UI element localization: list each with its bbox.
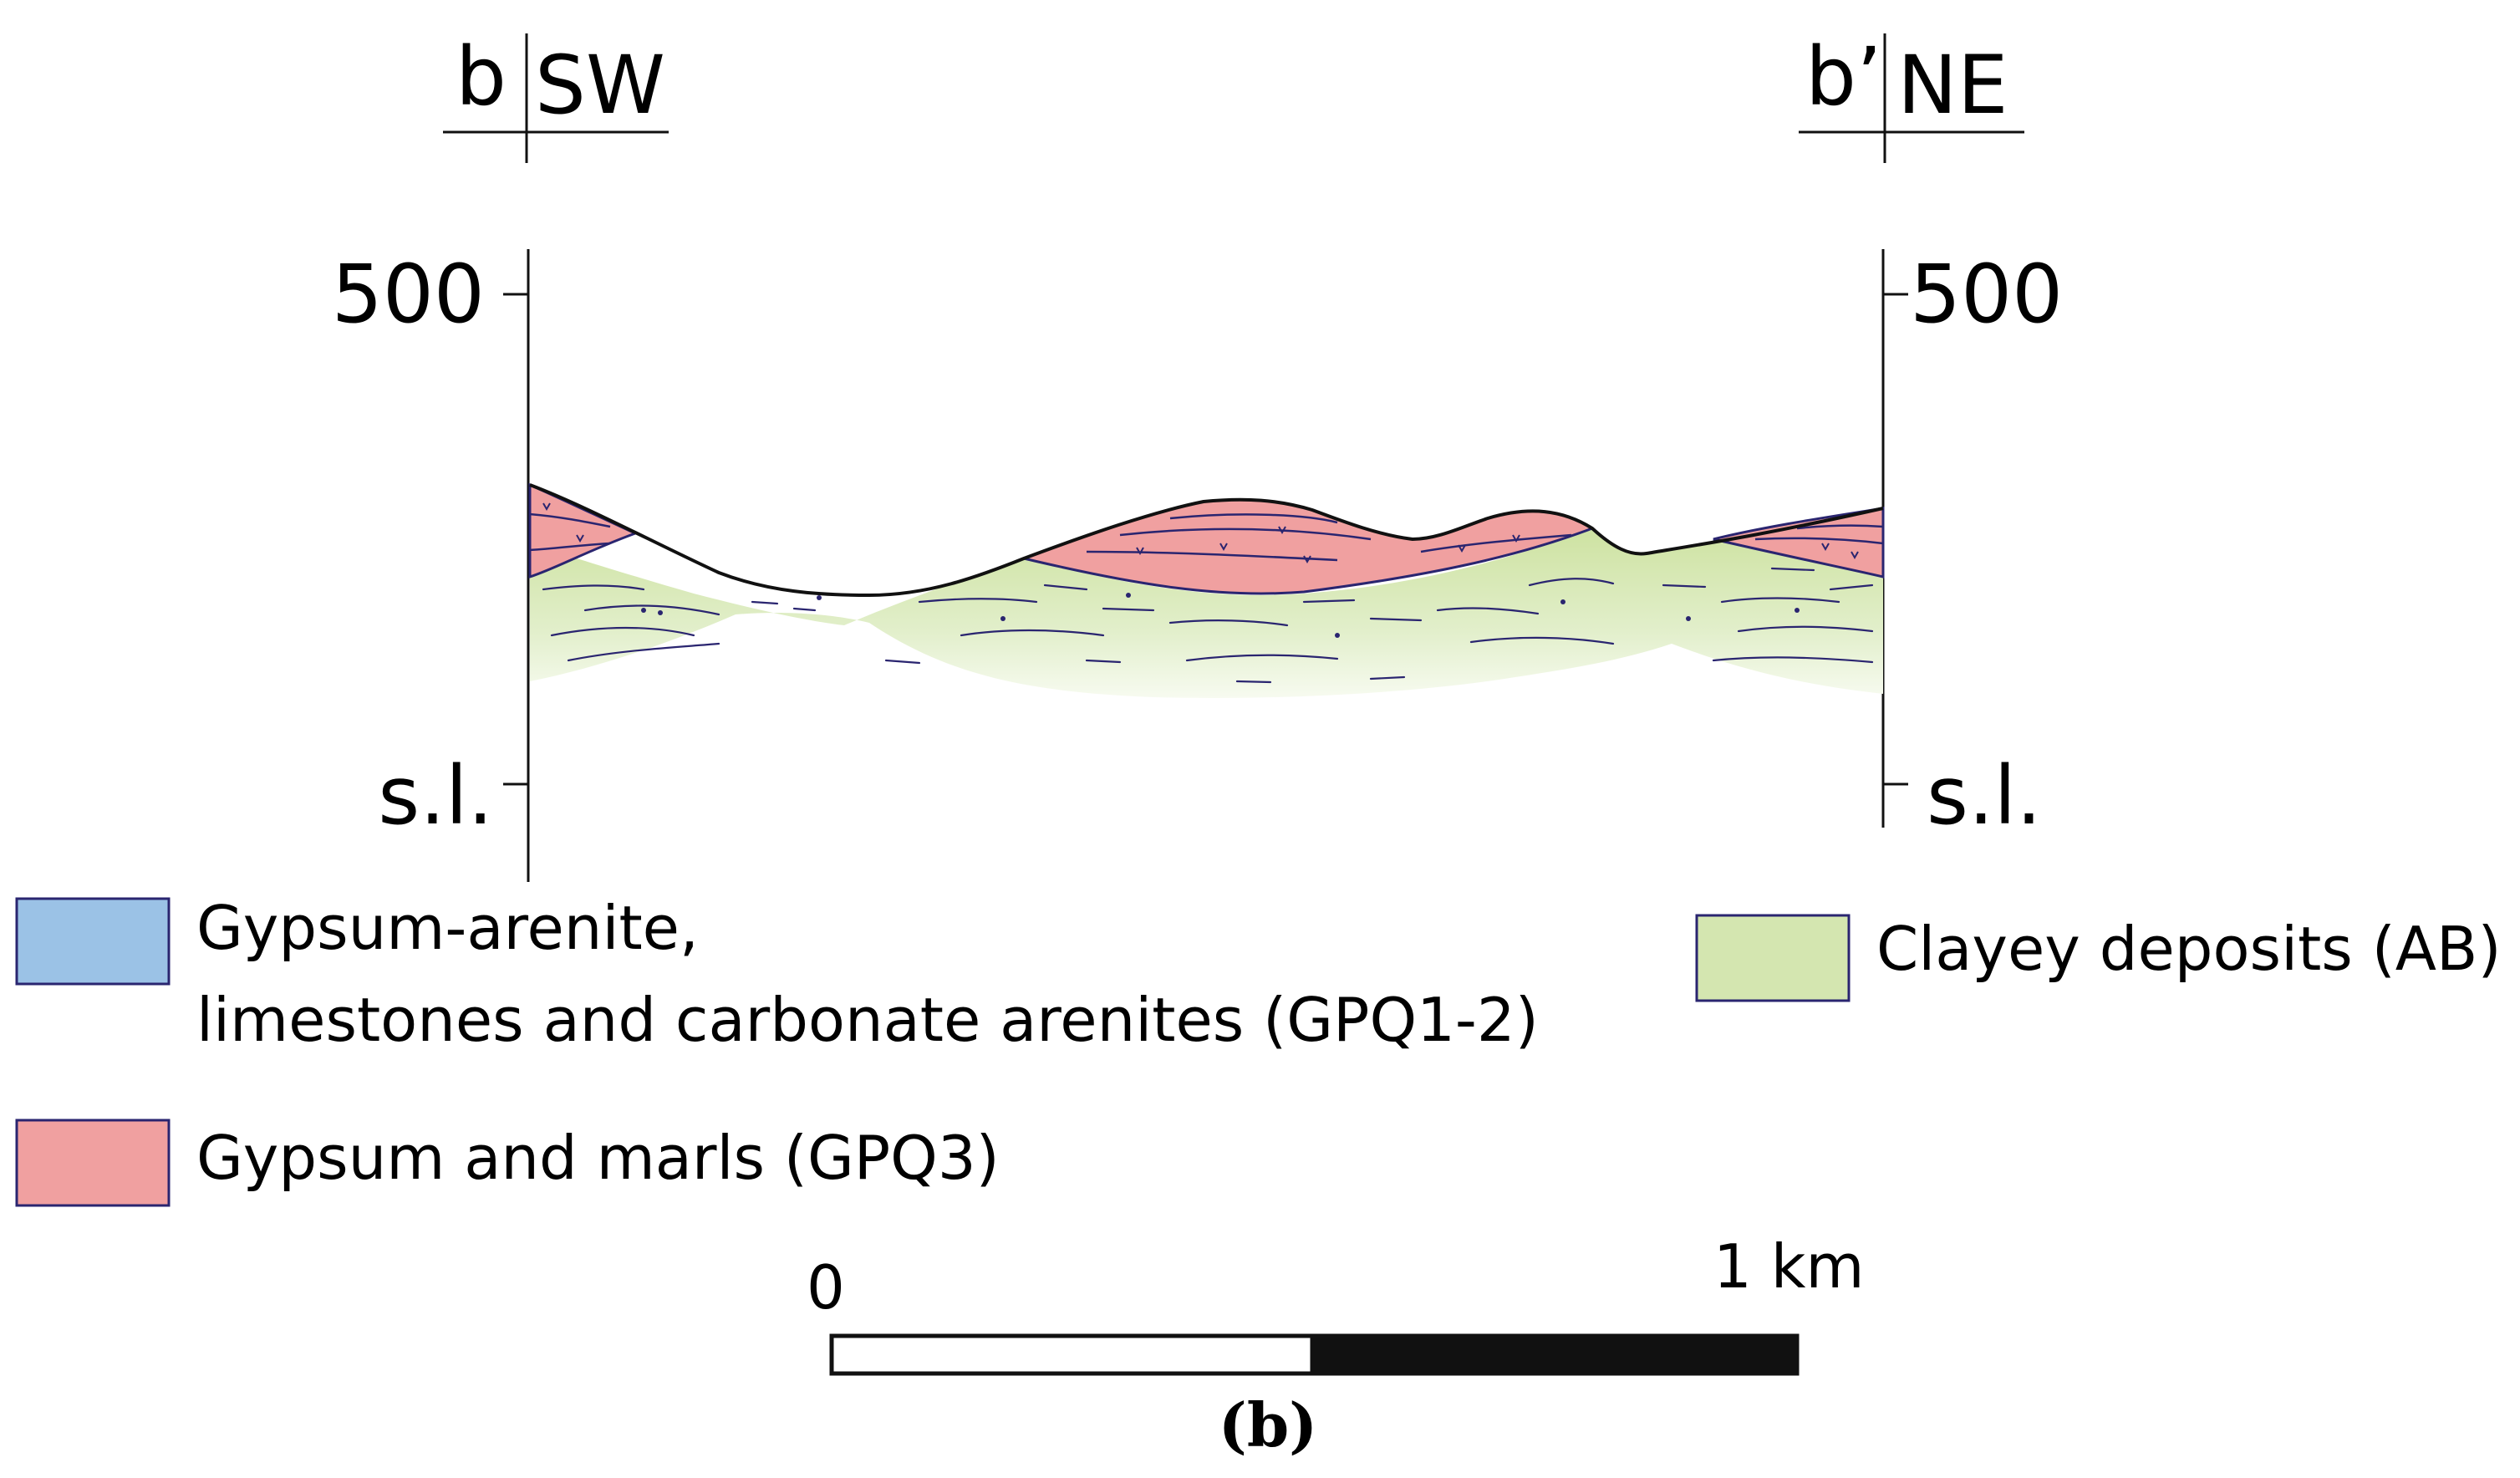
legend-label-gypsum-arenite-line2: limestones and carbonate arenites (GPQ1-… bbox=[196, 985, 1539, 1055]
right-marker-label: b’ bbox=[1805, 30, 1881, 124]
right-elevation-axis: 500 s.l. bbox=[1881, 247, 2063, 843]
legend-swatch-clayey-deposits bbox=[1695, 914, 1851, 1002]
gypsum-marls-symbols bbox=[542, 502, 1859, 564]
left-direction-label: SW bbox=[535, 38, 665, 132]
left-label-500: 500 bbox=[332, 247, 485, 341]
section-header-right: b’ NE bbox=[1799, 30, 2024, 163]
clayey-deposits-unit bbox=[530, 528, 1883, 699]
right-label-sl: s.l. bbox=[1927, 749, 2042, 843]
clayey-lamination bbox=[542, 567, 1874, 684]
legend-item-clayey-deposits: Clayey deposits (AB) bbox=[1695, 914, 2502, 1002]
scale-bar: 0 1 km bbox=[807, 1231, 1865, 1376]
left-elevation-axis: 500 s.l. bbox=[332, 247, 530, 882]
legend-label-gypsum-arenite-line1: Gypsum-arenite, bbox=[196, 893, 699, 963]
legend: Gypsum-arenite, limestones and carbonate… bbox=[15, 893, 2502, 1207]
scale-bar-black-segment bbox=[1310, 1333, 1800, 1376]
scale-bar-end-label: 1 km bbox=[1713, 1231, 1865, 1302]
right-direction-label: NE bbox=[1897, 38, 2008, 132]
scale-bar-white-segment bbox=[829, 1333, 1315, 1376]
legend-swatch-gypsum-arenite bbox=[15, 897, 171, 986]
legend-label-clayey-deposits: Clayey deposits (AB) bbox=[1876, 914, 2502, 984]
right-label-500: 500 bbox=[1910, 247, 2063, 341]
clayey-deposits-fill bbox=[530, 528, 1883, 699]
section-header-left: b SW bbox=[443, 30, 669, 163]
scale-bar-start-label: 0 bbox=[807, 1252, 845, 1323]
topographic-profile bbox=[529, 483, 1884, 598]
legend-label-gypsum-marls: Gypsum and marls (GPQ3) bbox=[196, 1123, 1000, 1193]
legend-item-gypsum-arenite: Gypsum-arenite, limestones and carbonate… bbox=[15, 893, 1539, 1055]
left-marker-label: b bbox=[456, 30, 507, 124]
left-label-sl: s.l. bbox=[378, 749, 493, 843]
figure-caption: (b) bbox=[1219, 1389, 1317, 1460]
legend-swatch-gypsum-marls bbox=[15, 1119, 171, 1207]
legend-item-gypsum-marls: Gypsum and marls (GPQ3) bbox=[15, 1119, 1000, 1207]
clayey-dots bbox=[641, 593, 1800, 638]
